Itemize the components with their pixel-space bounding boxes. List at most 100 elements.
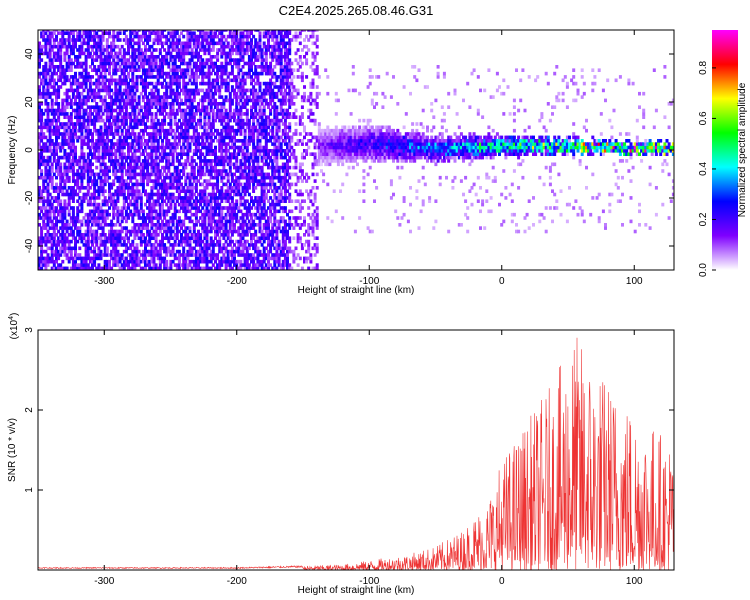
spectrogram-cell	[226, 259, 230, 264]
spectrogram-cell	[216, 78, 220, 83]
spectrogram-cell	[48, 95, 52, 99]
spectrogram-cell	[76, 81, 80, 86]
spectrogram-cell	[65, 189, 69, 193]
spectrogram-cell	[88, 239, 92, 244]
spectrogram-cell	[169, 182, 173, 187]
spectrogram-cell	[228, 34, 232, 39]
spectrogram-cell	[44, 71, 48, 76]
spectrogram-cell	[148, 155, 152, 160]
spectrogram-cell	[57, 212, 61, 217]
spectrogram-cell	[80, 61, 84, 66]
spectrogram-cell	[233, 75, 236, 79]
spectrogram-cell	[156, 196, 160, 200]
spectrogram-cell	[197, 192, 200, 197]
spectrogram-cell	[44, 98, 48, 103]
spectrogram-cell	[42, 216, 46, 220]
spectrogram-cell	[228, 259, 232, 264]
spectrogram-cell	[186, 236, 190, 240]
spectrogram-cell	[222, 65, 226, 69]
spectrogram-cell	[241, 44, 245, 49]
spectrogram-cell	[114, 239, 118, 244]
spectrogram-cell	[139, 199, 143, 203]
spectrogram-cell	[74, 65, 77, 69]
spectrogram-cell	[46, 199, 50, 203]
spectrogram-cell	[57, 31, 61, 35]
spectrogram-cell	[63, 226, 67, 230]
spectrogram-cell	[116, 142, 120, 146]
spectrogram-cell	[192, 169, 196, 173]
spectrogram-cell	[65, 223, 69, 227]
spectrogram-cell	[76, 256, 80, 261]
spectrogram-cell	[220, 55, 224, 59]
spectrogram-cell	[152, 48, 156, 52]
spectrogram-cell	[197, 206, 200, 210]
spectrogram-cell	[163, 259, 167, 264]
spectrogram-cell	[112, 169, 116, 173]
spectrogram-cell	[154, 112, 158, 116]
spectrogram-cell	[239, 172, 243, 177]
spectrogram-cell	[188, 34, 192, 39]
spectrogram-cell	[78, 61, 82, 66]
spectrogram-cell	[84, 223, 88, 227]
spectrogram-cell	[118, 105, 122, 109]
spectrogram-cell	[110, 186, 114, 190]
spectrogram-cell	[201, 102, 205, 106]
spectrogram-cell	[165, 41, 169, 46]
spectrogram-cell	[201, 239, 205, 244]
spectrogram-cell	[152, 38, 156, 42]
spectrogram-cell	[241, 118, 245, 123]
spectrogram-cell	[139, 118, 143, 123]
spectrogram-cell	[110, 239, 114, 244]
spectrogram-cell	[95, 55, 99, 59]
spectrogram-cell	[211, 199, 215, 203]
spectrogram-cell	[148, 196, 152, 200]
spectrogram-cell	[152, 182, 156, 187]
spectrogram-cell	[199, 142, 203, 146]
spectrogram-cell	[86, 162, 90, 167]
spectrogram-cell	[207, 41, 211, 46]
spectrogram-cell	[99, 209, 103, 214]
spectrogram-cell	[127, 44, 130, 49]
spectrogram-cell	[230, 246, 234, 251]
spectrogram-cell	[175, 155, 179, 160]
spectrogram-cell	[133, 249, 137, 254]
spectrogram-cell	[122, 192, 126, 197]
spectrogram-cell	[59, 61, 63, 66]
spectrogram-cell	[220, 179, 224, 183]
spectrogram-cell	[188, 145, 192, 150]
spectrogram-cell	[194, 216, 198, 220]
spectrogram-cell	[42, 206, 46, 210]
spectrogram-cell	[177, 108, 181, 113]
spectrogram-cell	[137, 135, 141, 140]
spectrogram-cell	[133, 55, 137, 59]
spectrogram-cell	[161, 122, 164, 126]
spectrogram-cell	[154, 132, 158, 136]
spectrogram-cell	[63, 216, 67, 220]
spectrogram-cell	[139, 192, 143, 197]
spectrogram-cell	[220, 61, 224, 66]
spectrogram-cell	[150, 61, 154, 66]
spectrogram-cell	[209, 55, 213, 59]
spectrogram-cell	[52, 263, 56, 267]
spectrogram-cell	[127, 259, 130, 264]
spectrogram-cell	[129, 142, 133, 146]
spectrogram-cell	[46, 81, 50, 86]
spectrogram-cell	[141, 212, 145, 217]
spectrogram-cell	[245, 199, 249, 203]
spectrogram-cell	[156, 88, 160, 93]
spectrogram-cell	[230, 139, 234, 143]
spectrogram-cell	[91, 182, 94, 187]
spectrogram-cell	[103, 75, 107, 79]
spectrogram-cell	[184, 206, 188, 210]
spectrogram-cell	[78, 165, 82, 170]
spectrogram-cell	[141, 105, 145, 109]
spectrogram-cell	[218, 236, 222, 240]
spectrogram-cell	[152, 223, 156, 227]
spectrogram-cell	[50, 78, 54, 83]
spectrogram-cell	[57, 219, 61, 224]
spectrogram-cell	[40, 95, 44, 99]
spectrogram-cell	[146, 105, 150, 109]
spectrogram-cell	[211, 108, 215, 113]
spectrogram-cell	[67, 58, 71, 62]
